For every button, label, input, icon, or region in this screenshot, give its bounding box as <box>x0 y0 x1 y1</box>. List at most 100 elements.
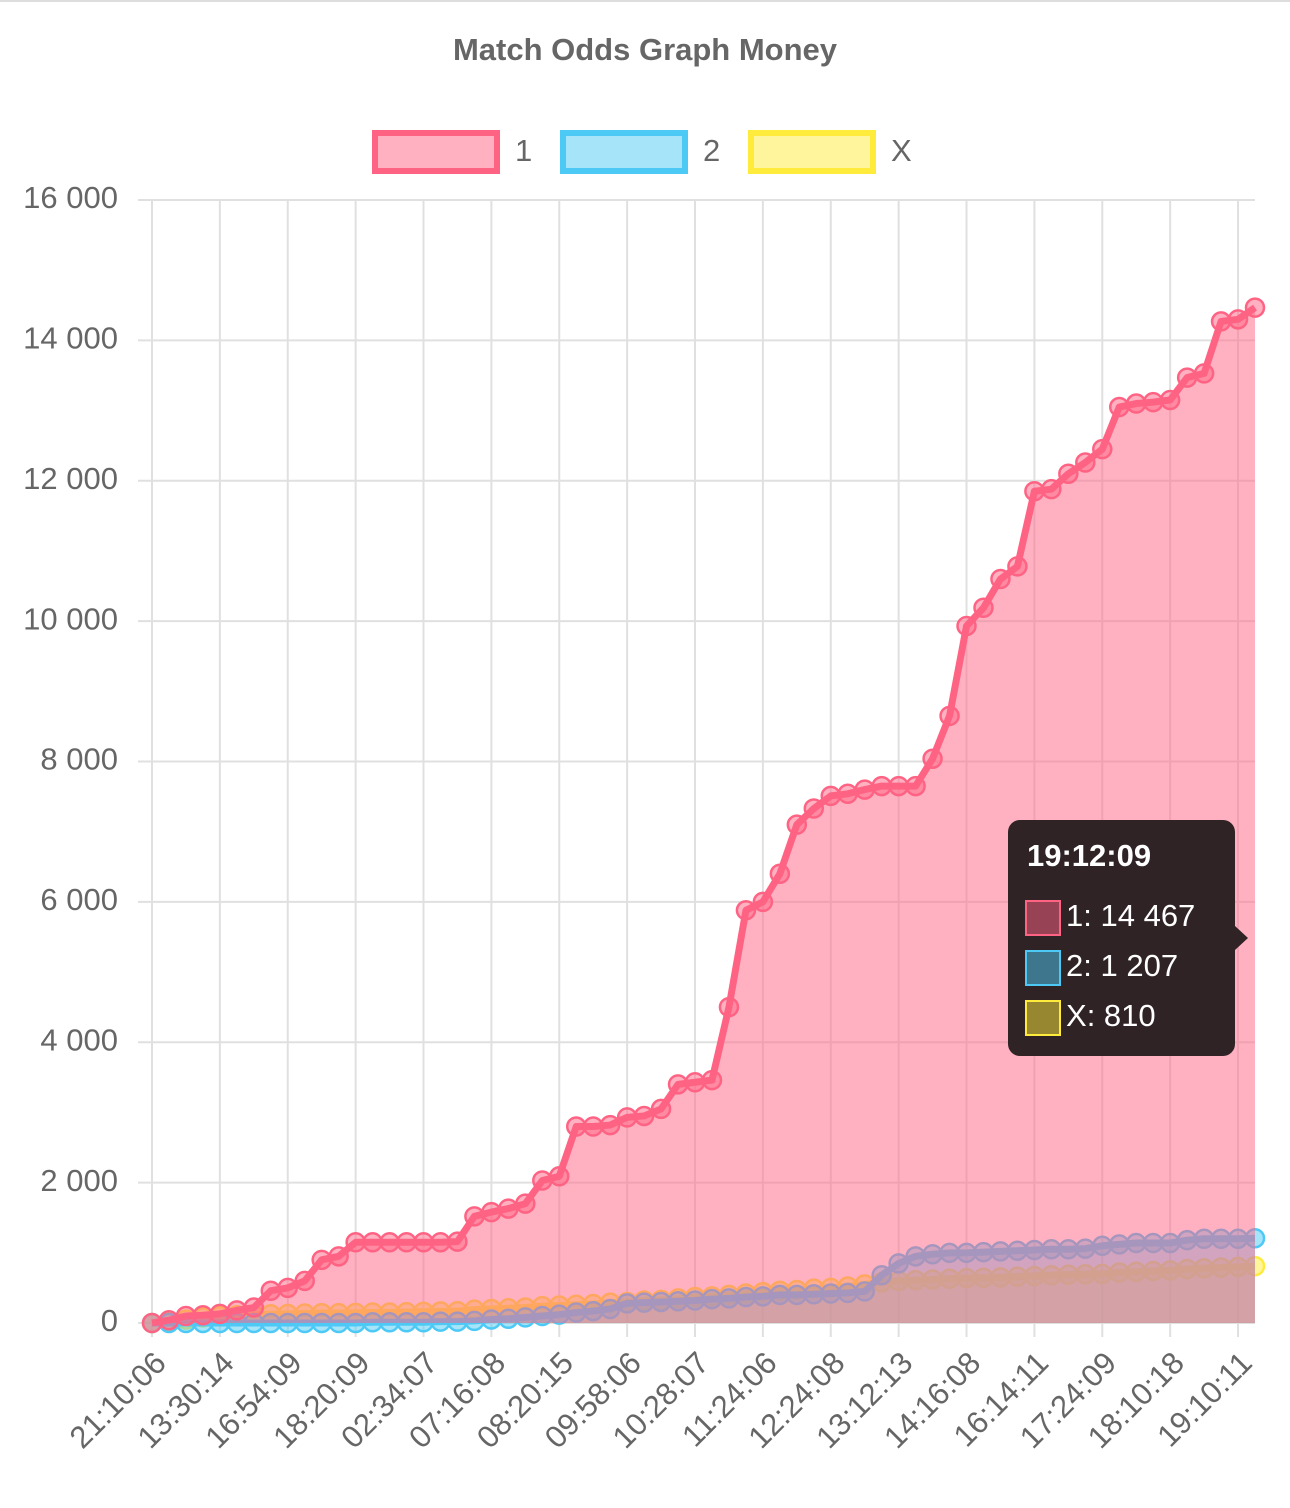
tooltip-caret <box>1235 926 1248 950</box>
data-point <box>1092 438 1113 460</box>
chart-title: Match Odds Graph Money <box>453 32 838 67</box>
data-point <box>599 1114 621 1136</box>
data-point <box>837 783 858 805</box>
data-point <box>311 1249 332 1271</box>
data-point <box>515 1193 536 1214</box>
data-point <box>871 775 892 797</box>
data-point <box>1244 297 1266 318</box>
data-point <box>1075 452 1096 473</box>
data-point <box>939 705 960 727</box>
y-tick-label: 12 000 <box>23 461 118 496</box>
data-point <box>582 1116 604 1137</box>
legend-swatch <box>748 130 876 174</box>
data-point <box>1024 481 1045 502</box>
data-point <box>430 1232 451 1253</box>
tooltip-value: 14 467 <box>1100 898 1195 933</box>
data-point <box>1058 463 1079 484</box>
data-point <box>277 1277 299 1299</box>
data-point <box>464 1206 485 1227</box>
data-point <box>956 615 977 637</box>
data-point <box>498 1198 519 1219</box>
data-point <box>684 1072 706 1093</box>
tooltip-item: X: 810 <box>1066 998 1156 1033</box>
legend-label[interactable]: 1 <box>515 133 532 168</box>
data-point <box>345 1232 366 1253</box>
data-point <box>701 1069 723 1091</box>
data-point <box>328 1246 349 1267</box>
data-point <box>888 775 909 797</box>
data-point <box>362 1232 383 1253</box>
data-point <box>633 1105 655 1127</box>
data-point <box>803 798 825 819</box>
data-point <box>1159 389 1181 411</box>
legend-label[interactable]: 2 <box>703 133 720 168</box>
data-point <box>1125 393 1147 414</box>
data-point <box>549 1166 570 1187</box>
y-tick-label: 6 000 <box>40 882 118 917</box>
data-point <box>532 1170 553 1191</box>
data-point <box>1007 556 1028 577</box>
plot <box>141 297 1266 1334</box>
tooltip-item: 1: 14 467 <box>1066 898 1195 933</box>
y-tick-label: 4 000 <box>40 1022 118 1057</box>
tooltip-sep: : <box>1087 998 1104 1033</box>
data-point <box>769 863 791 885</box>
y-tick-label: 2 000 <box>40 1163 118 1198</box>
data-point <box>158 1309 180 1331</box>
data-point <box>905 775 926 797</box>
data-point <box>481 1201 502 1223</box>
data-point <box>752 891 774 913</box>
data-point <box>1210 311 1232 332</box>
data-point <box>226 1300 248 1321</box>
data-point <box>260 1280 282 1301</box>
data-point <box>786 814 808 835</box>
data-point <box>854 779 875 800</box>
tooltip-item: 2: 1 207 <box>1066 948 1178 983</box>
y-tick-label: 0 <box>101 1303 118 1338</box>
tooltip-series: 1 <box>1066 898 1083 933</box>
data-point <box>973 597 994 619</box>
tooltip-swatch <box>1025 900 1061 936</box>
data-point <box>1108 396 1130 418</box>
data-point <box>243 1297 265 1318</box>
y-tick-label: 8 000 <box>40 742 118 777</box>
data-point <box>718 996 740 1018</box>
data-point <box>922 748 943 769</box>
data-point <box>396 1232 417 1253</box>
tooltip-sep: : <box>1083 948 1100 983</box>
data-point <box>175 1305 197 1327</box>
tooltip-sep: : <box>1083 898 1100 933</box>
data-point <box>990 568 1011 590</box>
data-point <box>667 1074 689 1095</box>
legend-swatch <box>372 130 500 174</box>
legend-label[interactable]: X <box>891 133 912 168</box>
tooltip-value: 1 207 <box>1100 948 1178 983</box>
data-point <box>1193 363 1215 384</box>
data-point <box>447 1231 468 1252</box>
data-point <box>820 785 842 807</box>
legend: 1 2 X <box>372 130 912 174</box>
data-point <box>413 1232 434 1253</box>
tooltip: 19:12:09 1: 14 467 2: 1 207 X: 810 <box>1008 820 1248 1056</box>
tooltip-value: 810 <box>1104 998 1156 1033</box>
data-point <box>141 1312 163 1334</box>
data-point <box>379 1232 400 1253</box>
tooltip-series: 2 <box>1066 948 1083 983</box>
legend-swatch <box>560 130 688 174</box>
tooltip-swatch <box>1025 1000 1061 1036</box>
data-point <box>1041 478 1062 500</box>
tooltip-box <box>1008 820 1235 1056</box>
data-point <box>1227 309 1249 330</box>
data-point <box>1142 391 1164 413</box>
data-point <box>650 1098 672 1120</box>
data-point <box>294 1270 315 1292</box>
data-point <box>565 1116 587 1137</box>
data-point <box>192 1305 214 1326</box>
y-tick-label: 16 000 <box>23 180 118 215</box>
data-point <box>735 900 757 921</box>
y-tick-label: 10 000 <box>23 601 118 636</box>
tooltip-series: X <box>1066 998 1087 1033</box>
series-area <box>152 307 1255 1324</box>
data-point <box>616 1107 638 1128</box>
